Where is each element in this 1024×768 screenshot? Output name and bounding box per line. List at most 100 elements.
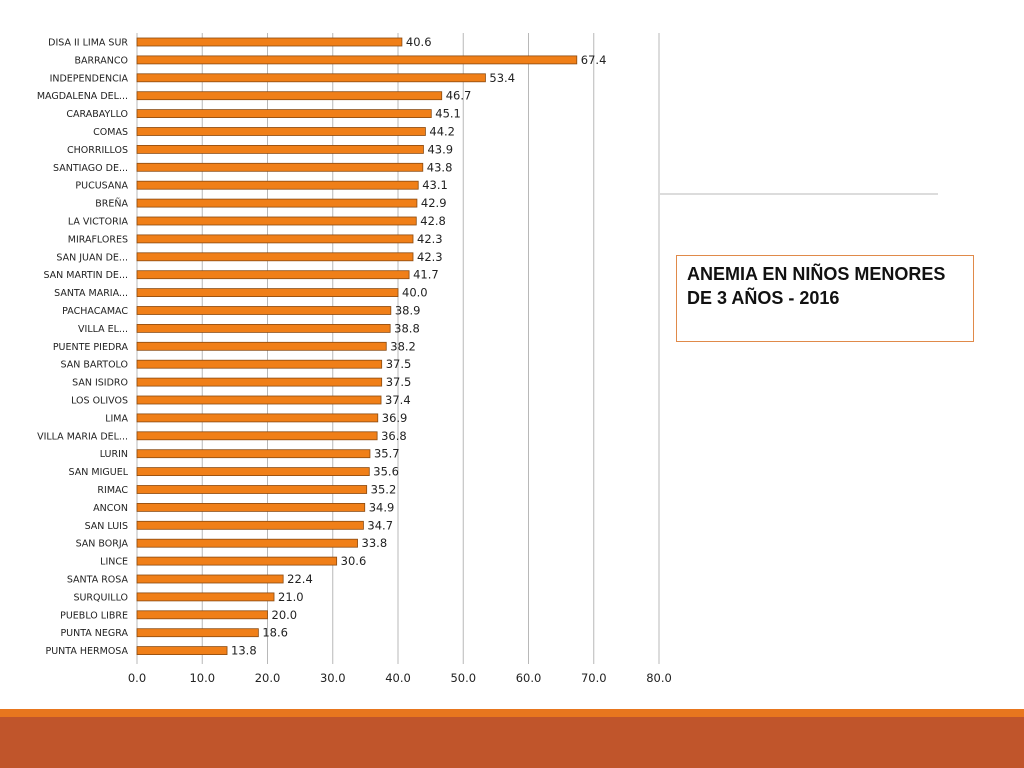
value-label: 21.0	[278, 590, 304, 604]
value-label: 43.1	[422, 178, 448, 192]
x-tick-label: 60.0	[516, 671, 542, 685]
bar	[136, 127, 426, 136]
category-label: LOS OLIVOS	[71, 396, 128, 407]
bar	[136, 610, 268, 620]
category-label: INDEPENDENCIA	[50, 73, 129, 84]
category-label: SAN JUAN DE...	[56, 252, 128, 263]
bars-group	[136, 37, 578, 655]
value-label: 40.0	[402, 286, 428, 300]
category-label: BREÑA	[95, 199, 128, 210]
category-label: LINCE	[100, 557, 128, 568]
bar	[136, 377, 383, 387]
category-label: SAN BARTOLO	[61, 360, 128, 371]
value-label: 40.6	[406, 35, 432, 49]
value-label: 67.4	[581, 53, 607, 67]
bar	[136, 574, 284, 584]
category-labels: DISA II LIMA SUR BARRANCO INDEPENDENCIA MAG…	[37, 38, 129, 658]
bar	[136, 646, 228, 655]
category-label: PUENTE PIEDRA	[53, 342, 129, 353]
category-label: BARRANCO	[74, 55, 128, 66]
bar	[136, 431, 378, 441]
value-label: 33.8	[362, 536, 388, 550]
bar	[136, 55, 578, 65]
bar	[136, 556, 338, 566]
bar	[136, 216, 417, 226]
category-label: PUEBLO LIBRE	[60, 610, 128, 621]
category-label: SAN MARTIN DE...	[43, 270, 128, 281]
category-label: COMAS	[93, 127, 128, 138]
category-label: PUNTA NEGRA	[60, 628, 128, 639]
value-label: 37.5	[386, 357, 412, 371]
x-tick-label: 50.0	[450, 671, 476, 685]
value-label: 34.9	[369, 500, 395, 514]
bar	[136, 628, 259, 638]
grid-lines	[136, 33, 660, 664]
category-label: DISA II LIMA SUR	[48, 38, 128, 49]
value-label: 36.8	[381, 429, 407, 443]
category-label: VILLA MARIA DEL...	[37, 431, 128, 442]
x-tick-label: 30.0	[320, 671, 346, 685]
value-label: 35.2	[371, 483, 397, 497]
category-label: SANTIAGO DE...	[53, 163, 128, 174]
category-label: RIMAC	[97, 485, 128, 496]
bar	[136, 538, 358, 548]
bar	[136, 91, 443, 101]
category-label: LA VICTORIA	[68, 217, 129, 228]
x-tick-label: 70.0	[581, 671, 607, 685]
bar	[136, 37, 403, 47]
value-label: 45.1	[435, 107, 461, 121]
value-label: 18.6	[262, 626, 288, 640]
value-label: 35.6	[373, 465, 399, 479]
bar	[136, 198, 418, 208]
category-label: ANCON	[93, 503, 128, 514]
value-label: 20.0	[272, 608, 298, 622]
value-label: 22.4	[287, 572, 313, 586]
footer-accent-line	[0, 709, 1024, 717]
value-label: 43.8	[427, 160, 453, 174]
bar	[136, 234, 414, 244]
category-label: MAGDALENA DEL...	[37, 91, 128, 102]
value-label: 53.4	[489, 71, 515, 85]
value-label: 42.8	[420, 214, 446, 228]
bar	[136, 306, 392, 315]
value-label: 35.7	[374, 447, 400, 461]
footer-bar	[0, 717, 1024, 768]
value-label: 37.4	[385, 393, 411, 407]
category-label: PUCUSANA	[75, 181, 128, 192]
value-label: 42.9	[421, 196, 447, 210]
category-label: PUNTA HERMOSA	[46, 646, 129, 657]
bar	[136, 520, 364, 530]
x-tick-label: 40.0	[385, 671, 411, 685]
chart-title: ANEMIA EN NIÑOS MENORES DE 3 AÑOS - 2016	[676, 255, 974, 342]
bar	[136, 180, 419, 190]
value-label: 42.3	[417, 250, 443, 264]
category-label: PACHACAMAC	[62, 306, 128, 317]
value-label: 38.2	[390, 339, 416, 353]
value-label: 42.3	[417, 232, 443, 246]
category-label: LURIN	[100, 449, 128, 460]
value-label: 13.8	[231, 644, 257, 658]
value-label: 41.7	[413, 268, 439, 282]
value-label: 36.9	[382, 411, 408, 425]
bar	[136, 252, 414, 262]
value-label: 34.7	[367, 518, 393, 532]
bar	[136, 502, 366, 512]
category-label: SANTA ROSA	[67, 575, 129, 586]
category-label: SAN BORJA	[76, 539, 129, 550]
x-tick-label: 0.0	[128, 671, 146, 685]
value-label: 44.2	[429, 125, 455, 139]
x-tick-label: 80.0	[646, 671, 672, 685]
bar	[136, 144, 424, 154]
value-label: 38.9	[395, 304, 421, 318]
bar	[136, 109, 432, 118]
x-axis-ticks: 0.0 10.0 20.0 30.0 40.0 50.0 60.0 70.0 80.0	[128, 671, 672, 685]
value-label: 37.5	[386, 375, 412, 389]
category-label: SAN ISIDRO	[72, 378, 128, 389]
bar	[136, 162, 424, 172]
bar	[136, 270, 410, 280]
value-label: 30.6	[341, 554, 367, 568]
bar	[136, 341, 387, 351]
category-label: VILLA EL...	[78, 324, 128, 335]
bar	[136, 413, 379, 423]
bar	[136, 449, 371, 459]
